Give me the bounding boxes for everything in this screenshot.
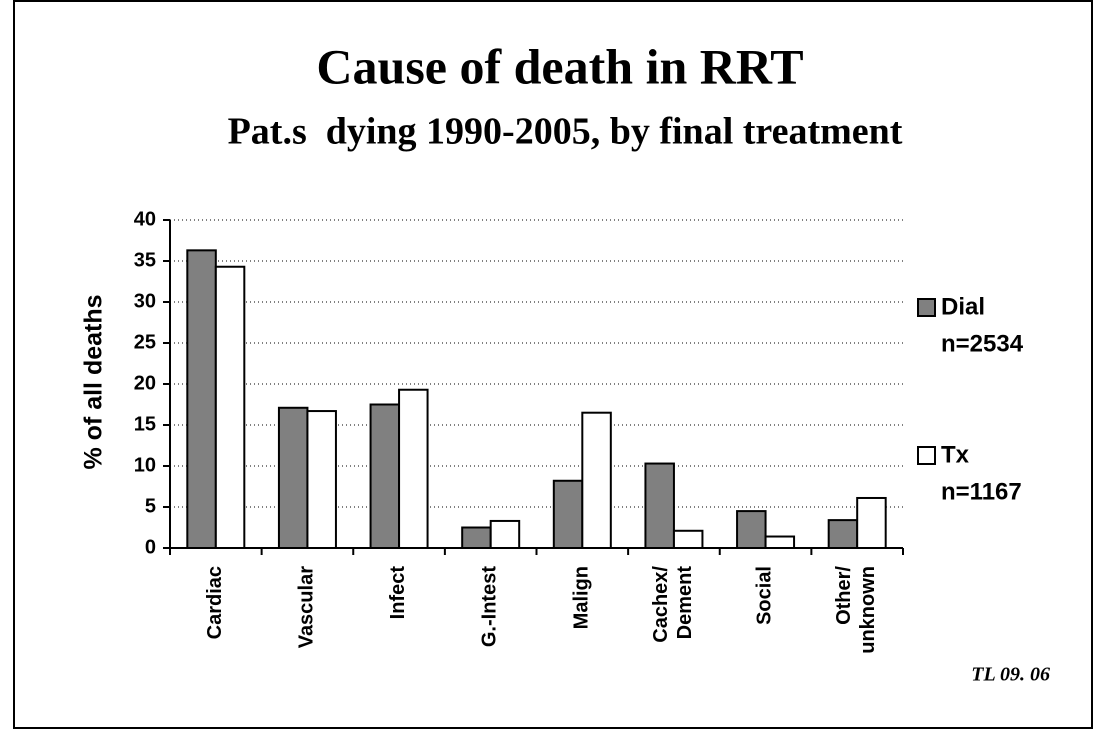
y-tick-label: 5 [145, 495, 156, 517]
x-tick-label-line: Social [754, 566, 776, 625]
legend-count: n=1167 [941, 478, 1022, 505]
chart-subtitle: Pat.s dying 1990-2005, by final treatmen… [228, 111, 903, 153]
frame [13, 0, 1093, 729]
x-tick-label: Cachex/Dement [650, 566, 696, 643]
x-tick-label-line: unknown [857, 566, 879, 654]
bar [214, 265, 246, 549]
bar [672, 529, 704, 550]
x-tick-label-line: Cachex/ [650, 566, 672, 643]
chart-title: Cause of death in RRT [316, 38, 803, 94]
x-tick-label: Cardiac [204, 566, 226, 639]
y-tick-label: 15 [134, 413, 156, 435]
x-tick-label-line: G.-Intest [479, 566, 501, 647]
x-tick-label-line: Cardiac [204, 566, 226, 639]
y-tick-label: 10 [134, 454, 156, 476]
bar [736, 510, 767, 550]
legend-swatch [917, 446, 936, 465]
y-tick-label: 30 [134, 290, 156, 312]
y-tick-label: 35 [134, 249, 156, 271]
x-tick-label-line: Infect [387, 566, 409, 620]
x-tick-label: Vascular [296, 566, 318, 649]
bar [277, 406, 309, 549]
bar [827, 519, 859, 549]
bar [856, 496, 887, 550]
bar [764, 535, 796, 550]
legend-count: n=2534 [941, 330, 1024, 357]
x-tick-label: Malign [571, 566, 593, 629]
y-tick-label: 0 [145, 536, 156, 558]
legend-label: Tx [941, 441, 970, 468]
y-tick-label: 20 [134, 372, 156, 394]
bar [306, 410, 337, 549]
legend-swatch [917, 298, 936, 317]
x-tick-label-line: Other/ [833, 566, 855, 625]
bar [398, 388, 429, 549]
x-tick-label-line: Dement [674, 566, 696, 640]
x-tick-label: Social [754, 566, 776, 625]
y-axis-title: % of all deaths [80, 294, 108, 469]
bar [461, 526, 492, 549]
x-tick-label: Infect [387, 566, 409, 620]
y-tick-label: 25 [134, 331, 156, 353]
bar [644, 462, 675, 550]
x-tick-label: G.-Intest [479, 566, 501, 647]
bar [186, 249, 217, 549]
x-tick-label-line: Vascular [296, 566, 318, 649]
bar [552, 479, 584, 550]
bar [581, 411, 612, 550]
bar [369, 403, 401, 549]
footnote: TL 09. 06 [971, 664, 1050, 686]
x-tick-label: Other/unknown [833, 566, 879, 654]
y-tick-label: 40 [134, 208, 156, 230]
x-tick-label-line: Malign [571, 566, 593, 629]
legend-label: Dial [941, 293, 985, 320]
bar [489, 519, 521, 550]
